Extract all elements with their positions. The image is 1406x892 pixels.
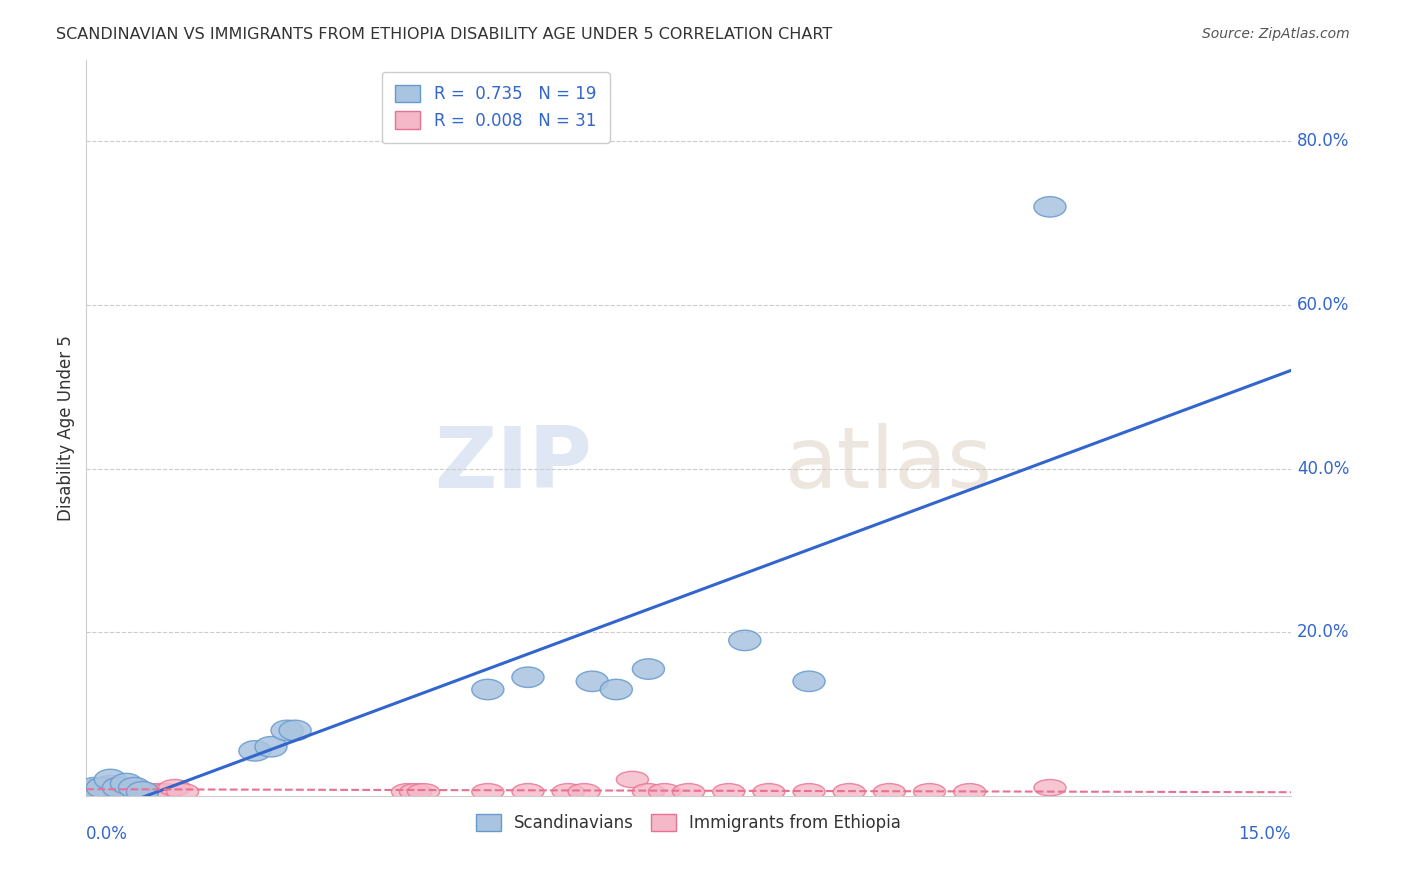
Ellipse shape [512, 667, 544, 688]
Ellipse shape [672, 783, 704, 800]
Text: 40.0%: 40.0% [1296, 459, 1350, 477]
Ellipse shape [600, 680, 633, 699]
Ellipse shape [1033, 780, 1066, 796]
Ellipse shape [616, 772, 648, 788]
Ellipse shape [648, 783, 681, 800]
Ellipse shape [391, 783, 423, 800]
Ellipse shape [953, 783, 986, 800]
Ellipse shape [752, 783, 785, 800]
Ellipse shape [873, 783, 905, 800]
Ellipse shape [94, 775, 127, 792]
Legend: Scandinavians, Immigrants from Ethiopia: Scandinavians, Immigrants from Ethiopia [470, 807, 908, 839]
Ellipse shape [568, 783, 600, 800]
Text: ZIP: ZIP [434, 423, 592, 506]
Ellipse shape [271, 720, 304, 740]
Ellipse shape [713, 783, 745, 800]
Text: 60.0%: 60.0% [1296, 296, 1350, 314]
Text: 80.0%: 80.0% [1296, 132, 1350, 151]
Ellipse shape [553, 783, 583, 800]
Ellipse shape [111, 780, 142, 796]
Ellipse shape [633, 659, 665, 680]
Ellipse shape [86, 780, 118, 796]
Text: atlas: atlas [785, 423, 993, 506]
Ellipse shape [254, 737, 287, 757]
Ellipse shape [512, 783, 544, 800]
Ellipse shape [399, 783, 432, 800]
Text: Source: ZipAtlas.com: Source: ZipAtlas.com [1202, 27, 1350, 41]
Y-axis label: Disability Age Under 5: Disability Age Under 5 [58, 334, 75, 521]
Ellipse shape [127, 781, 159, 802]
Ellipse shape [94, 769, 127, 789]
Ellipse shape [79, 778, 111, 797]
Ellipse shape [142, 783, 174, 800]
Ellipse shape [159, 780, 191, 796]
Ellipse shape [86, 778, 118, 797]
Text: 15.0%: 15.0% [1239, 825, 1291, 843]
Ellipse shape [111, 773, 142, 794]
Ellipse shape [166, 783, 198, 800]
Ellipse shape [793, 671, 825, 691]
Text: 20.0%: 20.0% [1296, 624, 1350, 641]
Ellipse shape [118, 780, 150, 796]
Ellipse shape [118, 778, 150, 797]
Ellipse shape [633, 783, 665, 800]
Ellipse shape [127, 783, 159, 800]
Ellipse shape [135, 783, 166, 800]
Text: SCANDINAVIAN VS IMMIGRANTS FROM ETHIOPIA DISABILITY AGE UNDER 5 CORRELATION CHAR: SCANDINAVIAN VS IMMIGRANTS FROM ETHIOPIA… [56, 27, 832, 42]
Ellipse shape [793, 783, 825, 800]
Ellipse shape [408, 783, 440, 800]
Ellipse shape [278, 720, 311, 740]
Text: 0.0%: 0.0% [86, 825, 128, 843]
Ellipse shape [576, 671, 609, 691]
Ellipse shape [472, 783, 503, 800]
Ellipse shape [728, 630, 761, 650]
Ellipse shape [103, 778, 135, 797]
Ellipse shape [472, 680, 503, 699]
Ellipse shape [1033, 196, 1066, 217]
Ellipse shape [150, 783, 183, 800]
Ellipse shape [79, 780, 111, 796]
Ellipse shape [914, 783, 946, 800]
Ellipse shape [103, 780, 135, 796]
Ellipse shape [239, 740, 271, 761]
Ellipse shape [834, 783, 865, 800]
